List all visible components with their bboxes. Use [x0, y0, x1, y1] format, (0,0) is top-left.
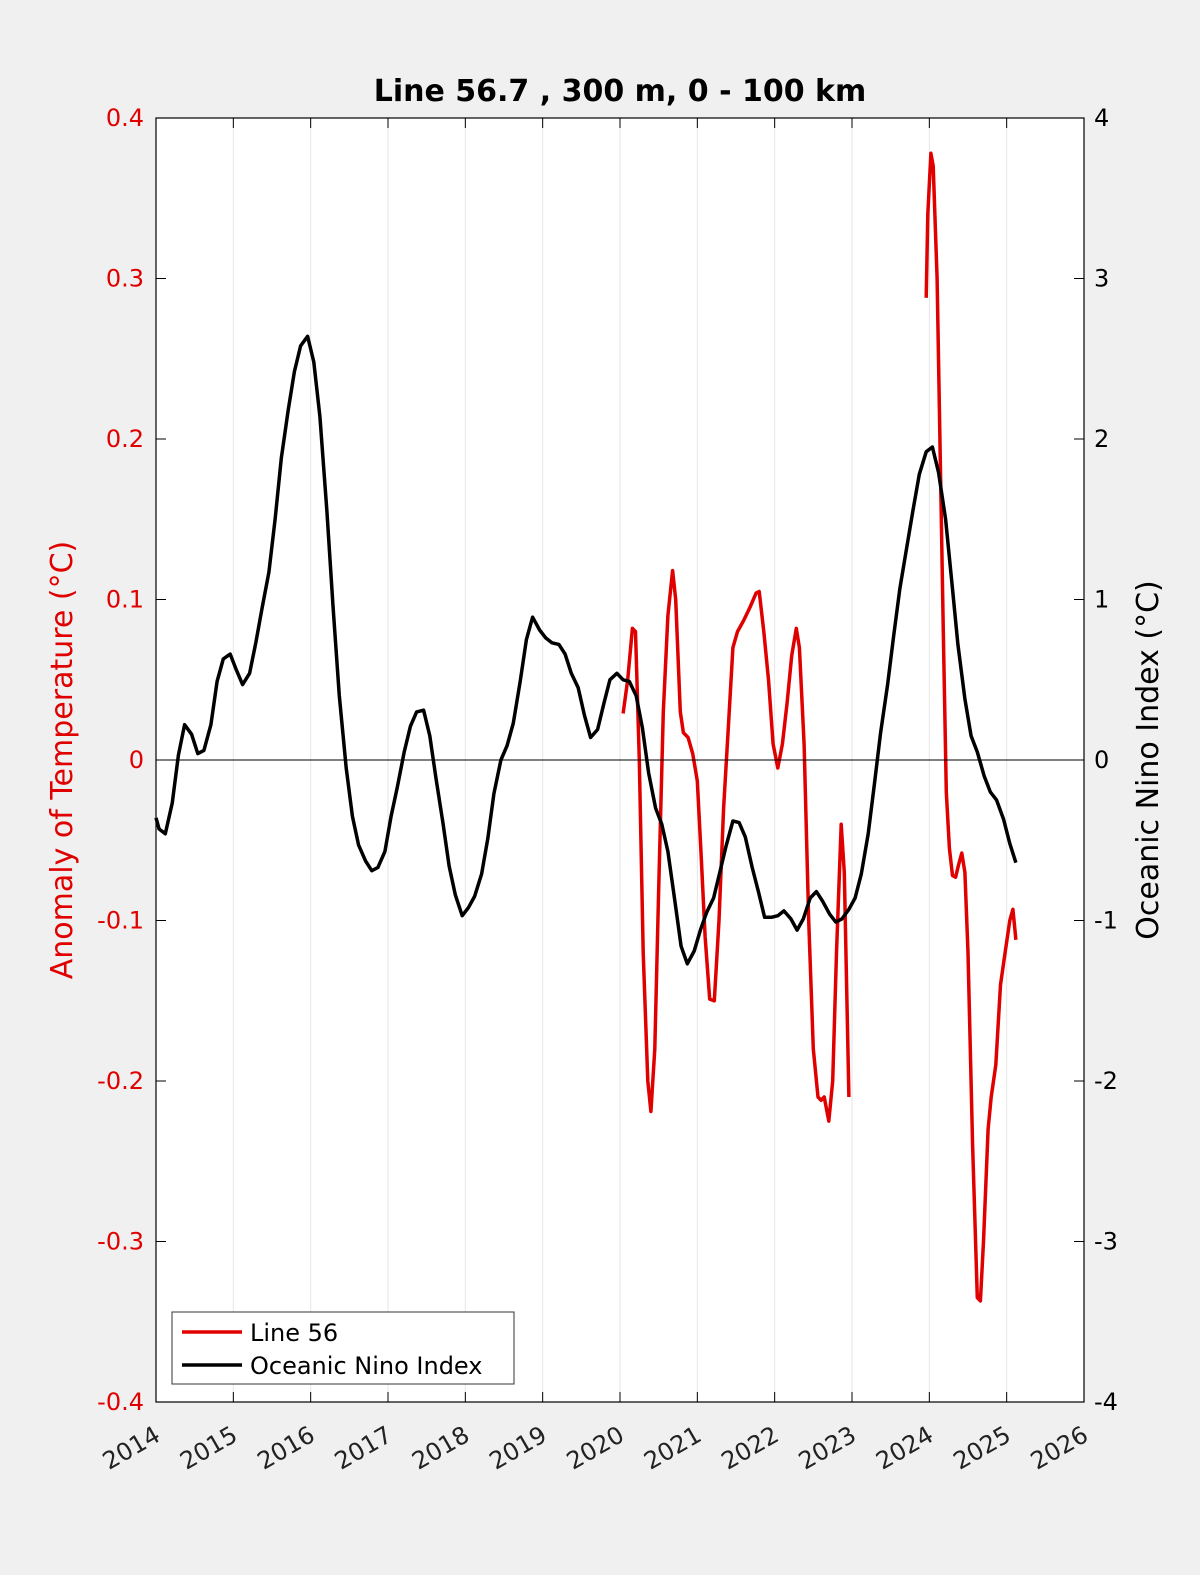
left-tick-label-0.1: 0.1: [106, 586, 144, 614]
series-line-line-56-segment-1: [621, 568, 851, 1123]
x-tick-label-2026: 2026: [1026, 1421, 1093, 1476]
x-tick-label-2016: 2016: [253, 1421, 320, 1476]
right-tick-label--3: -3: [1094, 1228, 1118, 1256]
right-tick-label-1: 1: [1094, 586, 1109, 614]
legend-label-line-56: Line 56: [250, 1319, 338, 1347]
right-tick-label--1: -1: [1094, 907, 1118, 935]
left-tick-label-0.3: 0.3: [106, 265, 144, 293]
left-tick-label-0.2: 0.2: [106, 425, 144, 453]
chart-title: Line 56.7 , 300 m, 0 - 100 km: [374, 74, 867, 109]
x-tick-label-2021: 2021: [639, 1421, 706, 1476]
x-tick-label-2014: 2014: [98, 1421, 165, 1476]
x-tick-label-2015: 2015: [175, 1421, 242, 1476]
left-tick-label-0.4: 0.4: [106, 104, 144, 132]
right-tick-label-4: 4: [1094, 104, 1109, 132]
legend: Line 56 Oceanic Nino Index: [171, 1311, 515, 1385]
right-tick-label-3: 3: [1094, 265, 1109, 293]
left-tick-label--0.3: -0.3: [97, 1228, 144, 1256]
x-tick-label-2023: 2023: [794, 1421, 861, 1476]
x-tick-label-2024: 2024: [871, 1421, 938, 1476]
x-tick-label-2019: 2019: [485, 1421, 552, 1476]
right-y-axis: -4 -3 -2 -1 0 1 2 3 4: [1074, 104, 1118, 1416]
left-y-axis: -0.4 -0.3 -0.2 -0.1 0 0.1 0.2 0.3 0.4: [97, 104, 166, 1416]
left-tick-label-0: 0: [129, 746, 144, 774]
series-line-line-56-segment-2: [924, 151, 1018, 1303]
left-tick-label--0.1: -0.1: [97, 907, 144, 935]
x-tick-label-2018: 2018: [407, 1421, 474, 1476]
x-tick-label-2017: 2017: [330, 1421, 397, 1476]
left-tick-label--0.4: -0.4: [97, 1388, 144, 1416]
x-tick-label-2022: 2022: [717, 1421, 784, 1476]
left-axis-label: Anomaly of Temperature (°C): [45, 541, 80, 980]
series-lines: [154, 151, 1018, 1303]
x-tick-label-2020: 2020: [562, 1421, 629, 1476]
series-line-oceanic-nino-index-segment-1: [154, 334, 1018, 966]
x-tick-label-2025: 2025: [949, 1421, 1016, 1476]
right-axis-label: Oceanic Nino Index (°C): [1131, 580, 1166, 940]
right-tick-label--2: -2: [1094, 1067, 1118, 1095]
left-tick-label--0.2: -0.2: [97, 1067, 144, 1095]
legend-box: [171, 1311, 515, 1385]
right-tick-label-2: 2: [1094, 425, 1109, 453]
right-tick-label--4: -4: [1094, 1388, 1118, 1416]
legend-label-oni: Oceanic Nino Index: [250, 1352, 482, 1380]
right-tick-label-0: 0: [1094, 746, 1109, 774]
